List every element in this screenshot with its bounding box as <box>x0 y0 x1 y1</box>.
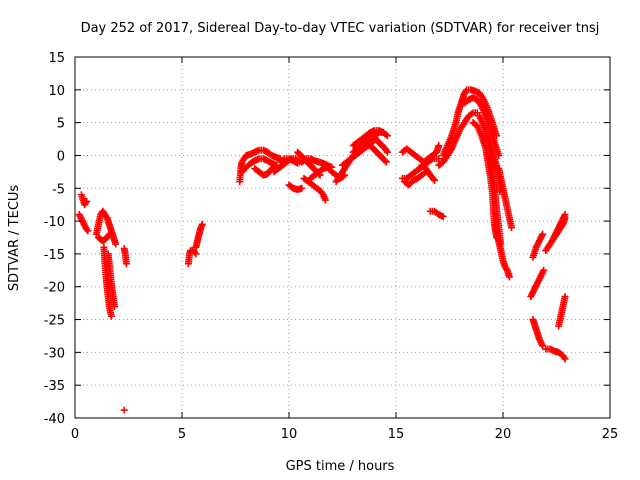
y-tick-label: -30 <box>44 346 65 361</box>
y-tick-label: -35 <box>44 379 65 394</box>
y-tick-label: -15 <box>44 248 65 263</box>
x-tick-label: 10 <box>281 427 298 442</box>
y-tick-label: 10 <box>48 84 65 99</box>
data-point <box>427 156 435 164</box>
x-tick-label: 15 <box>388 427 405 442</box>
y-axis-label: SDTVAR / TECUs <box>7 185 22 292</box>
data-point <box>107 312 115 320</box>
data-point <box>429 175 437 183</box>
x-tick-label: 0 <box>71 427 79 442</box>
data-point <box>83 197 91 205</box>
y-tick-label: 5 <box>57 117 65 132</box>
data-point <box>84 227 92 235</box>
data-point <box>279 156 287 164</box>
data-point <box>383 148 391 156</box>
data-point <box>435 142 443 150</box>
x-tick-label: 20 <box>495 427 512 442</box>
chart-title: Day 252 of 2017, Sidereal Day-to-day VTE… <box>81 21 600 36</box>
data-point <box>508 224 516 232</box>
data-point <box>198 220 206 228</box>
y-tick-label: -10 <box>44 215 65 230</box>
data-point <box>561 211 569 219</box>
data-point <box>120 406 128 414</box>
y-tick-label: 15 <box>48 51 65 66</box>
y-tick-label: -25 <box>44 314 65 329</box>
x-tick-label: 25 <box>602 427 619 442</box>
y-tick-label: -20 <box>44 281 65 296</box>
data-point <box>111 302 119 310</box>
y-tick-label: -5 <box>52 182 65 197</box>
data-point <box>539 230 547 238</box>
data-points <box>75 86 569 414</box>
data-point <box>321 196 329 204</box>
y-tick-label: -40 <box>44 412 65 427</box>
data-point <box>540 266 548 274</box>
data-point <box>112 240 120 248</box>
data-point <box>431 176 439 184</box>
axis-ticks: 0 5 10 15 20 25 -40 -35 -30 -25 -20 -15 -10 -5 0 5 10 15 <box>44 51 619 442</box>
data-point <box>561 355 569 363</box>
data-point <box>435 155 443 163</box>
data-point <box>439 212 447 220</box>
y-tick-label: 0 <box>57 149 65 164</box>
plot-frame <box>74 56 611 419</box>
data-point <box>383 132 391 140</box>
data-point <box>381 157 389 165</box>
data-point <box>468 110 476 118</box>
data-point <box>192 250 200 258</box>
data-point <box>561 293 569 301</box>
x-axis-label: GPS time / hours <box>286 459 395 474</box>
data-point <box>298 184 306 192</box>
x-tick-label: 5 <box>178 427 186 442</box>
data-point <box>122 260 130 268</box>
grid <box>75 57 610 418</box>
data-point <box>301 156 309 164</box>
data-point <box>382 131 390 139</box>
data-point <box>505 273 513 281</box>
data-point <box>539 342 547 350</box>
data-point <box>294 159 302 167</box>
data-point <box>382 158 390 166</box>
data-point <box>105 230 113 238</box>
